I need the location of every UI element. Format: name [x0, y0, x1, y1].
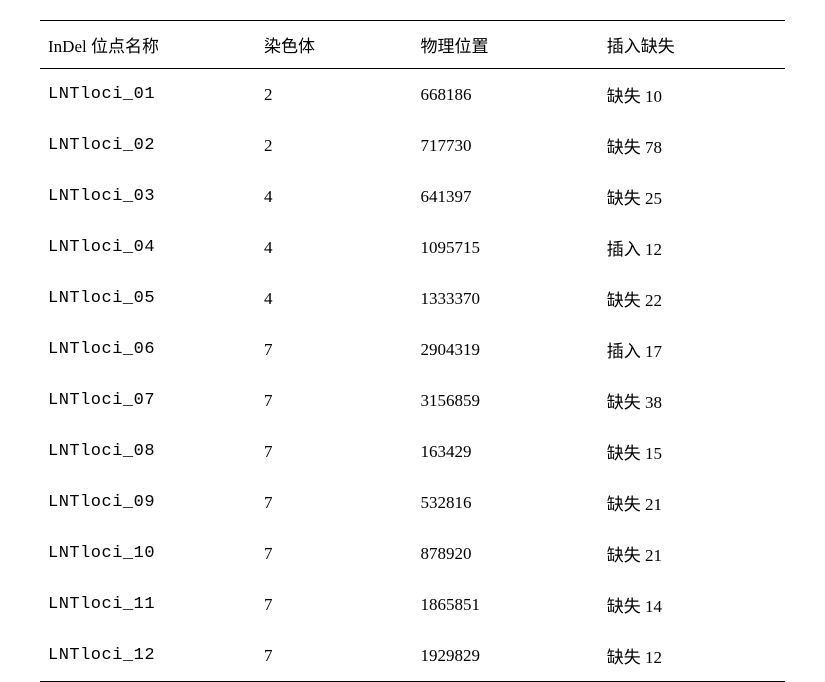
table-row: LNTloci_09 7 532816 缺失 21	[40, 477, 785, 528]
cell-chromosome: 7	[256, 324, 412, 375]
cell-indel: 缺失 22	[599, 273, 785, 324]
cell-position: 3156859	[412, 375, 598, 426]
cell-locus: LNTloci_07	[40, 375, 256, 426]
cell-position: 641397	[412, 171, 598, 222]
cell-position: 1929829	[412, 630, 598, 682]
cell-locus: LNTloci_03	[40, 171, 256, 222]
table-body: LNTloci_01 2 668186 缺失 10 LNTloci_02 2 7…	[40, 69, 785, 682]
cell-chromosome: 2	[256, 120, 412, 171]
cell-position: 1333370	[412, 273, 598, 324]
cell-locus: LNTloci_05	[40, 273, 256, 324]
cell-position: 717730	[412, 120, 598, 171]
cell-chromosome: 4	[256, 171, 412, 222]
cell-indel: 缺失 15	[599, 426, 785, 477]
table-row: LNTloci_12 7 1929829 缺失 12	[40, 630, 785, 682]
header-indel: 插入缺失	[599, 21, 785, 69]
table-row: LNTloci_10 7 878920 缺失 21	[40, 528, 785, 579]
cell-chromosome: 7	[256, 630, 412, 682]
indel-table: InDel 位点名称 染色体 物理位置 插入缺失 LNTloci_01 2 66…	[40, 20, 785, 682]
cell-chromosome: 2	[256, 69, 412, 121]
cell-position: 878920	[412, 528, 598, 579]
cell-locus: LNTloci_09	[40, 477, 256, 528]
cell-locus: LNTloci_12	[40, 630, 256, 682]
cell-indel: 缺失 14	[599, 579, 785, 630]
table-row: LNTloci_03 4 641397 缺失 25	[40, 171, 785, 222]
table-row: LNTloci_02 2 717730 缺失 78	[40, 120, 785, 171]
cell-indel: 插入 17	[599, 324, 785, 375]
cell-position: 163429	[412, 426, 598, 477]
cell-chromosome: 4	[256, 273, 412, 324]
cell-position: 1095715	[412, 222, 598, 273]
cell-position: 668186	[412, 69, 598, 121]
cell-locus: LNTloci_08	[40, 426, 256, 477]
cell-locus: LNTloci_10	[40, 528, 256, 579]
cell-chromosome: 7	[256, 528, 412, 579]
header-chromosome: 染色体	[256, 21, 412, 69]
header-position: 物理位置	[412, 21, 598, 69]
cell-indel: 插入 12	[599, 222, 785, 273]
cell-locus: LNTloci_06	[40, 324, 256, 375]
cell-locus: LNTloci_04	[40, 222, 256, 273]
cell-locus: LNTloci_02	[40, 120, 256, 171]
cell-indel: 缺失 21	[599, 477, 785, 528]
table-row: LNTloci_07 7 3156859 缺失 38	[40, 375, 785, 426]
cell-position: 532816	[412, 477, 598, 528]
cell-chromosome: 7	[256, 375, 412, 426]
cell-indel: 缺失 25	[599, 171, 785, 222]
table-row: LNTloci_04 4 1095715 插入 12	[40, 222, 785, 273]
cell-chromosome: 7	[256, 579, 412, 630]
cell-indel: 缺失 21	[599, 528, 785, 579]
cell-locus: LNTloci_01	[40, 69, 256, 121]
table-row: LNTloci_06 7 2904319 插入 17	[40, 324, 785, 375]
table-row: LNTloci_01 2 668186 缺失 10	[40, 69, 785, 121]
header-locus: InDel 位点名称	[40, 21, 256, 69]
cell-chromosome: 7	[256, 477, 412, 528]
cell-chromosome: 7	[256, 426, 412, 477]
cell-locus: LNTloci_11	[40, 579, 256, 630]
table-row: LNTloci_11 7 1865851 缺失 14	[40, 579, 785, 630]
cell-indel: 缺失 78	[599, 120, 785, 171]
cell-indel: 缺失 38	[599, 375, 785, 426]
table-header-row: InDel 位点名称 染色体 物理位置 插入缺失	[40, 21, 785, 69]
cell-position: 2904319	[412, 324, 598, 375]
cell-position: 1865851	[412, 579, 598, 630]
cell-indel: 缺失 10	[599, 69, 785, 121]
table-row: LNTloci_05 4 1333370 缺失 22	[40, 273, 785, 324]
cell-indel: 缺失 12	[599, 630, 785, 682]
table-row: LNTloci_08 7 163429 缺失 15	[40, 426, 785, 477]
cell-chromosome: 4	[256, 222, 412, 273]
